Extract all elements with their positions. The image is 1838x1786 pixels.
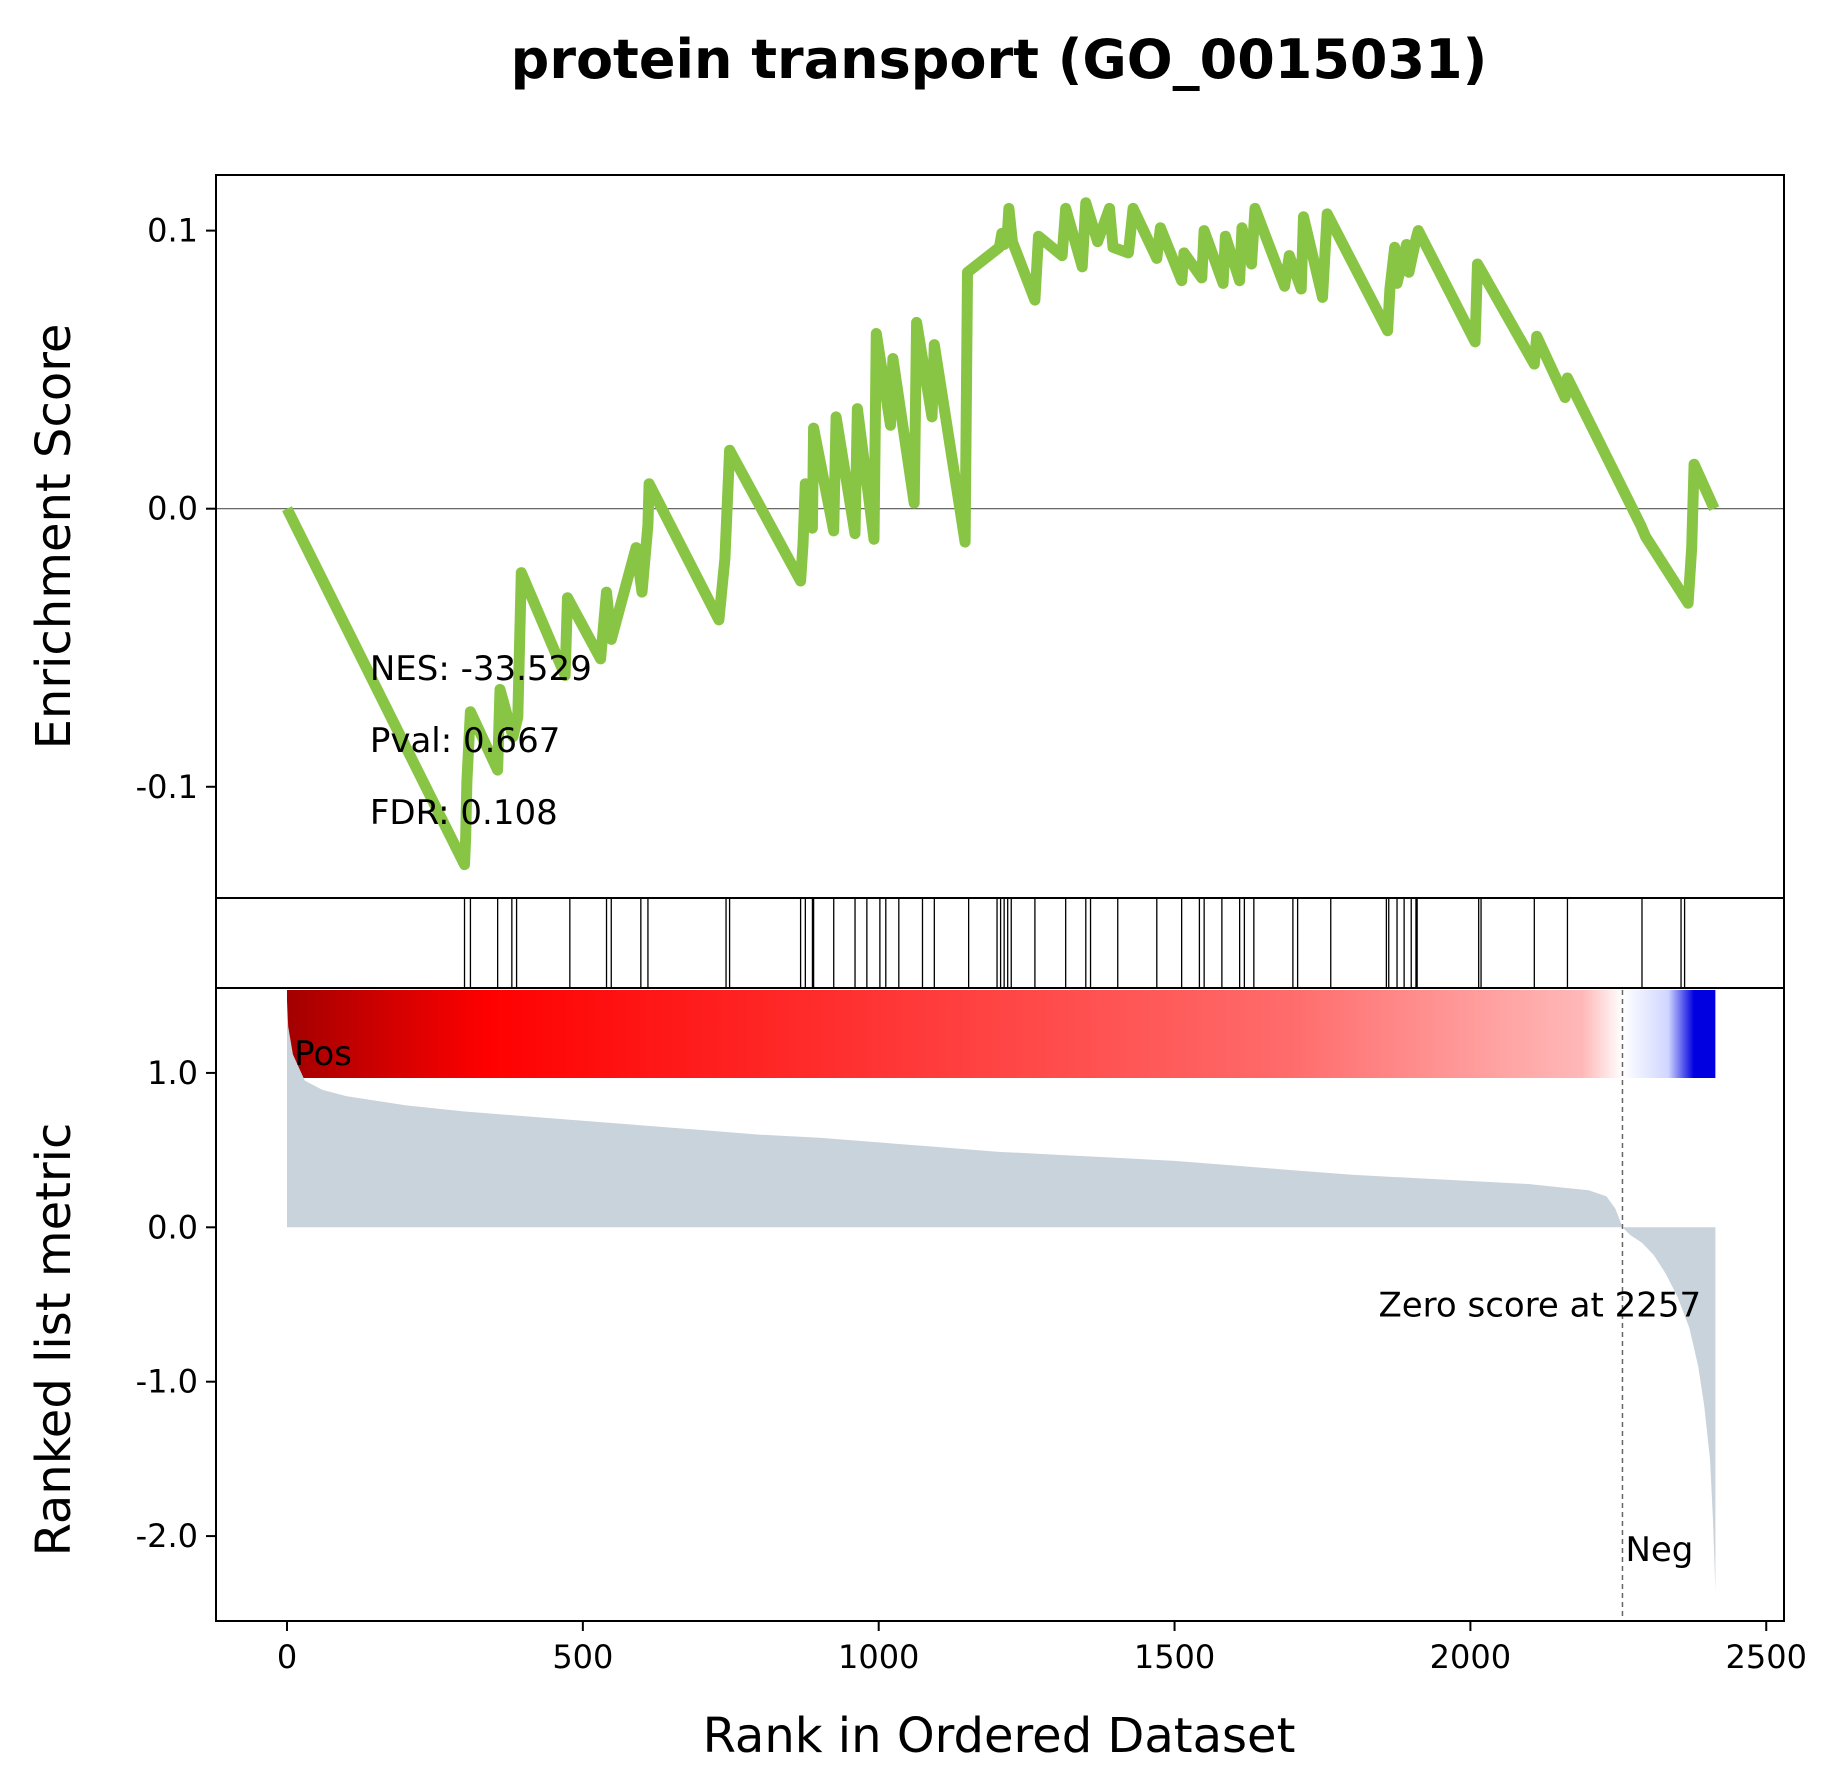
ranked-metric-panel: Zero score at 2257 Pos Neg 1.0 0.0 -1.0 -2.… [136,987,1785,1622]
y-tick-label: -0.1 [136,768,198,806]
fdr-annotation: FDR: 0.108 [370,793,558,833]
x-tick-label: 1000 [838,1638,919,1676]
y-tick-label: 0.0 [147,490,198,528]
x-tick-label: 1500 [1134,1638,1215,1676]
x-tick-label: 2000 [1430,1638,1511,1676]
hit-marks [463,898,1686,988]
ranked-y-ticks: 1.0 0.0 -1.0 -2.0 [136,1054,216,1555]
statistics-annotations: NES: -33.529 Pval: 0.667 FDR: 0.108 [370,649,592,833]
enrichment-y-ticks: 0.1 0.0 -0.1 [136,212,216,806]
enrichment-score-line [282,197,1720,871]
y-tick-label: 1.0 [147,1054,198,1092]
pval-annotation: Pval: 0.667 [370,721,561,761]
rank-colorbar [287,990,1716,1078]
x-axis-ticks: 0 500 1000 1500 2000 2500 [277,1621,1807,1676]
enrichment-y-axis-label: Enrichment Score [26,324,82,750]
pos-label: Pos [294,1034,352,1074]
ranked-panel-frame [215,987,1785,1622]
enrichment-score-panel: NES: -33.529 Pval: 0.667 FDR: 0.108 0.10… [136,174,1785,899]
zero-score-label: Zero score at 2257 [1378,1286,1701,1326]
x-tick-label: 500 [552,1638,613,1676]
chart-title: protein transport (GO_0015031) [511,28,1488,91]
x-tick-label: 0 [277,1638,297,1676]
y-tick-label: -2.0 [136,1517,198,1555]
y-tick-label: -1.0 [136,1363,198,1401]
neg-label: Neg [1625,1530,1693,1570]
nes-annotation: NES: -33.529 [370,649,592,689]
y-tick-label: 0.1 [147,212,198,250]
x-tick-label: 2500 [1726,1638,1807,1676]
ranked-metric-area [287,1000,1716,1591]
enrichment-panel-frame [215,174,1785,899]
x-axis-label: Rank in Ordered Dataset [703,1708,1296,1764]
ranked-y-axis-label: Ranked list metric [26,1123,82,1557]
gene-hits-panel [215,897,1785,989]
y-tick-label: 0.0 [147,1208,198,1246]
